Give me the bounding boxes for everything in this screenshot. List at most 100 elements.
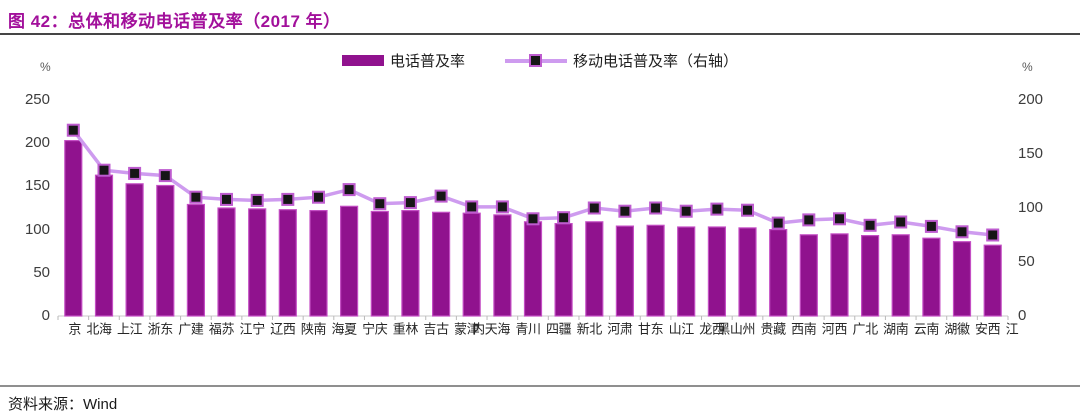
x-axis-label: 甘肃 bbox=[617, 322, 651, 335]
x-axis-label: 山东 bbox=[648, 322, 682, 335]
line-marker-山东 bbox=[649, 201, 663, 215]
right-axis-tick-label: 0 bbox=[1018, 307, 1027, 324]
bar-湖南 bbox=[922, 237, 941, 317]
bar-重庆 bbox=[370, 210, 389, 317]
x-axis-label: 陕西 bbox=[280, 322, 314, 335]
bar-广西 bbox=[830, 233, 849, 317]
x-axis-label: 广西 bbox=[832, 322, 866, 335]
line-swatch-marker-icon bbox=[529, 54, 542, 67]
bar-青海 bbox=[493, 214, 512, 317]
x-axis-label: 天津 bbox=[464, 322, 498, 335]
bar-甘肃 bbox=[615, 225, 635, 317]
line-marker-青海 bbox=[495, 200, 509, 214]
x-axis-label: 吉林 bbox=[403, 322, 437, 335]
left-axis-tick-label: 50 bbox=[33, 263, 50, 281]
legend-item-bars: 电话普及率 bbox=[341, 50, 465, 71]
figure-title: 图 42：总体和移动电话普及率（2017 年） bbox=[8, 12, 341, 31]
line-marker-云南 bbox=[894, 215, 908, 229]
bar-浙江 bbox=[125, 183, 144, 317]
x-axis-label: 内蒙古 bbox=[434, 322, 486, 335]
line-marker-湖南 bbox=[924, 219, 938, 233]
bar-西藏 bbox=[769, 229, 788, 317]
line-marker-重庆 bbox=[373, 197, 387, 211]
line-marker-天津 bbox=[465, 200, 479, 214]
legend-item-line: 移动电话普及率（右轴） bbox=[505, 50, 738, 71]
line-marker-上海 bbox=[97, 163, 111, 177]
bar-河南 bbox=[799, 234, 818, 317]
line-marker-海南 bbox=[312, 190, 325, 204]
title-divider bbox=[0, 33, 1080, 35]
line-marker-内蒙古 bbox=[434, 189, 448, 203]
line-marker-陕西 bbox=[281, 192, 295, 206]
line-series-label: 移动电话普及率（右轴） bbox=[573, 53, 739, 70]
bar-江西 bbox=[983, 244, 1002, 317]
bar-云南 bbox=[891, 234, 910, 317]
bar-内蒙古 bbox=[432, 211, 451, 317]
x-axis-label: 湖南 bbox=[924, 322, 958, 335]
x-axis-label: 新疆 bbox=[556, 322, 590, 335]
bar-北京 bbox=[64, 140, 83, 317]
bar-上海 bbox=[94, 174, 114, 317]
x-axis-label: 青海 bbox=[495, 322, 529, 335]
x-axis-label: 云南 bbox=[893, 322, 927, 335]
x-axis-label: 江西 bbox=[985, 322, 1019, 335]
bar-江苏 bbox=[217, 207, 236, 317]
right-axis-tick-label: 50 bbox=[1018, 253, 1035, 270]
bar-广东 bbox=[156, 184, 175, 317]
bar-河北 bbox=[585, 221, 604, 317]
line-marker-西藏 bbox=[771, 216, 785, 230]
x-axis-label: 贵州 bbox=[740, 322, 774, 335]
x-axis-label: 黑龙江 bbox=[679, 322, 731, 335]
x-axis-label: 江苏 bbox=[219, 322, 253, 335]
bar-series-label: 电话普及率 bbox=[389, 53, 465, 70]
bar-山东 bbox=[646, 224, 665, 317]
bar-山西 bbox=[707, 226, 727, 317]
source-text: 资料来源：Wind bbox=[8, 396, 118, 413]
x-axis-label: 四川 bbox=[526, 322, 559, 335]
bar-湖北 bbox=[860, 235, 880, 317]
x-axis-label: 河南 bbox=[801, 322, 835, 335]
line-marker-宁夏 bbox=[342, 183, 356, 197]
left-axis-tick-label: 200 bbox=[24, 134, 50, 152]
x-axis-label: 河北 bbox=[587, 322, 621, 335]
bar-宁夏 bbox=[340, 205, 359, 317]
bar-贵州 bbox=[738, 227, 757, 317]
line-series-swatch bbox=[505, 54, 567, 67]
bar-安徽 bbox=[952, 241, 972, 317]
line-marker-福建 bbox=[189, 190, 203, 204]
bar-陕西 bbox=[278, 209, 297, 317]
x-axis-label: 上海 bbox=[96, 322, 130, 335]
x-axis-label: 海南 bbox=[311, 322, 345, 335]
line-marker-广西 bbox=[833, 212, 846, 226]
line-marker-安徽 bbox=[955, 225, 969, 239]
line-marker-江苏 bbox=[220, 192, 233, 206]
line-marker-吉林 bbox=[403, 196, 417, 210]
bar-四川 bbox=[523, 221, 543, 317]
line-marker-广东 bbox=[158, 169, 172, 183]
line-marker-新疆 bbox=[557, 211, 571, 225]
x-axis-label: 重庆 bbox=[372, 322, 406, 335]
x-axis-label: 浙江 bbox=[127, 322, 161, 335]
x-axis-label: 西藏 bbox=[771, 322, 805, 335]
line-marker-山西 bbox=[710, 202, 724, 216]
line-marker-河南 bbox=[802, 213, 816, 227]
line-marker-辽宁 bbox=[250, 193, 264, 207]
line-marker-黑龙江 bbox=[679, 204, 693, 218]
bar-新疆 bbox=[554, 223, 573, 317]
bar-series-swatch bbox=[341, 55, 384, 66]
left-axis-tick-label: 250 bbox=[24, 91, 50, 108]
bar-福建 bbox=[186, 203, 205, 317]
right-axis-tick-label: 150 bbox=[1018, 145, 1044, 162]
bar-海南 bbox=[309, 210, 328, 317]
line-marker-湖北 bbox=[863, 218, 877, 232]
line-marker-浙江 bbox=[128, 166, 142, 180]
line-marker-四川 bbox=[526, 212, 540, 226]
left-axis-tick-label: 100 bbox=[24, 220, 50, 238]
chart-legend: 电话普及率 移动电话普及率（右轴） bbox=[0, 50, 1080, 71]
bar-黑龙江 bbox=[677, 226, 696, 317]
x-axis-label: 北京 bbox=[66, 322, 100, 335]
left-axis-tick-label: 150 bbox=[24, 177, 50, 195]
bar-天津 bbox=[462, 212, 481, 317]
